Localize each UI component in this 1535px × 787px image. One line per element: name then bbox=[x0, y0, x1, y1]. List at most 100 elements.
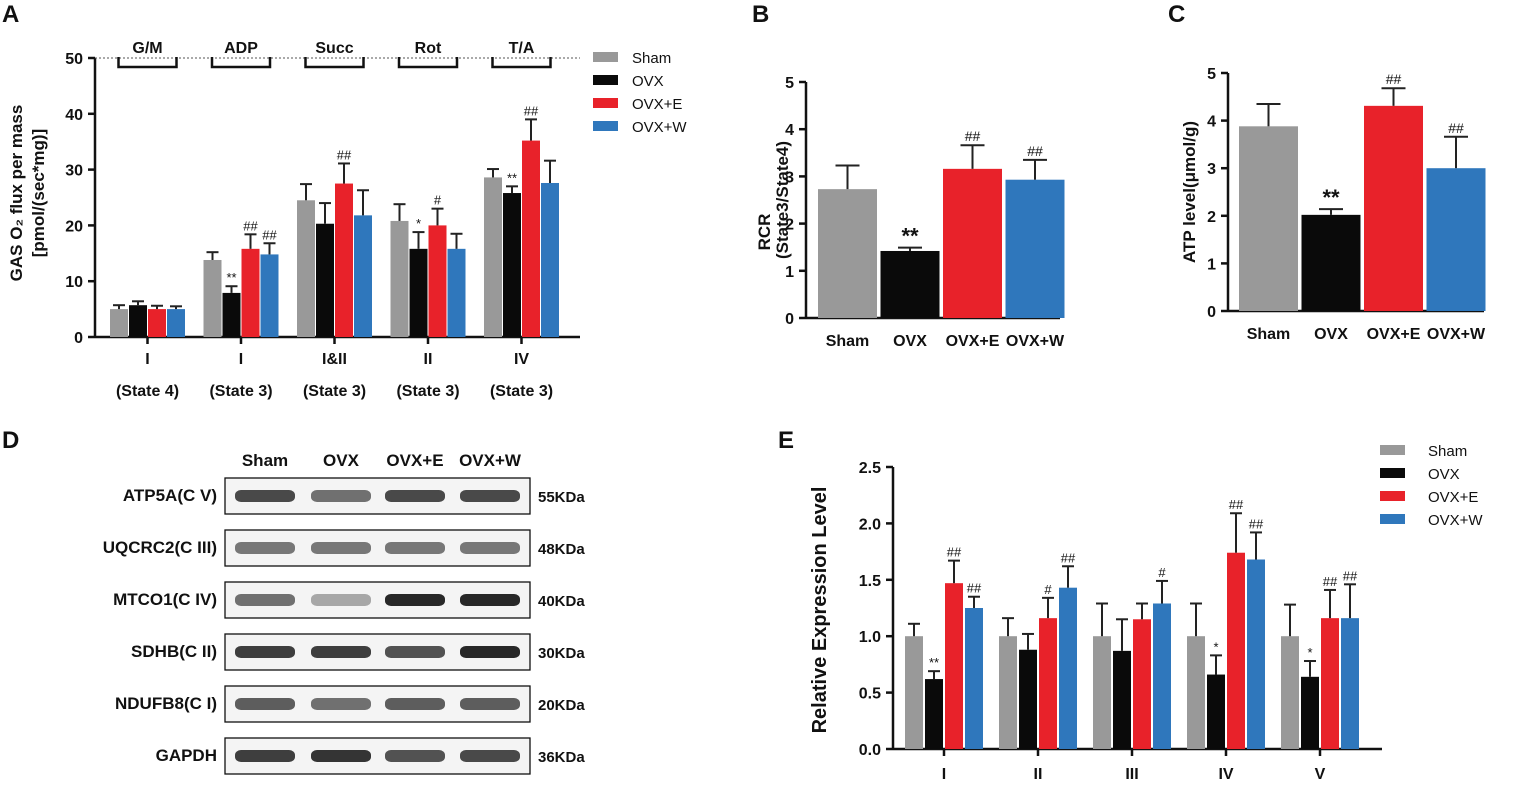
panel-e-y-tick-label: 0.0 bbox=[859, 742, 881, 759]
panel-a-protocol-bracket bbox=[210, 57, 272, 69]
panel-e-significance-label: ## bbox=[1061, 550, 1076, 565]
panel-a-bar bbox=[148, 309, 166, 337]
panel-e-x-tick-label: IV bbox=[1218, 766, 1233, 783]
panel-a-x-tick-label: I bbox=[145, 351, 149, 368]
panel-e-y-tick-label: 1.5 bbox=[859, 573, 881, 590]
panel-a-significance-label: ** bbox=[226, 270, 236, 285]
panel-letter-e: E bbox=[778, 427, 794, 454]
panel-a-protocol-label: Succ bbox=[315, 40, 353, 57]
panel-a-bar bbox=[297, 200, 315, 337]
panel-d-protein-band bbox=[311, 594, 371, 606]
panel-d-protein-band bbox=[460, 594, 520, 606]
panel-e-bar bbox=[1113, 650, 1131, 749]
panel-b-y-tick-label: 1 bbox=[785, 264, 794, 281]
panel-e-bar bbox=[1133, 619, 1151, 749]
panel-d-protein-band bbox=[311, 750, 371, 762]
panel-e-bar bbox=[1093, 636, 1111, 749]
panel-a-y-tick-label: 0 bbox=[74, 330, 83, 347]
panel-b-significance-label: ** bbox=[901, 224, 919, 249]
panel-d-protein-band bbox=[311, 698, 371, 710]
panel-a-bar bbox=[484, 177, 502, 337]
panel-b-y-tick-label: 3 bbox=[785, 169, 794, 186]
panel-a-oxygen-flux-chart: GAS O₂ flux per mass [pmol/(sec*mg)] 0 10… bbox=[7, 40, 687, 400]
panel-c-y-tick-label: 1 bbox=[1207, 256, 1216, 273]
panel-b-bar bbox=[880, 250, 940, 318]
panel-a-bar bbox=[390, 220, 409, 337]
panel-e-y-tick-label: 0.5 bbox=[859, 686, 881, 703]
panel-b-ylabel-unit: (State3/State4) bbox=[773, 141, 792, 259]
panel-e-x-tick-label: I bbox=[942, 766, 946, 783]
panel-a-significance-label: ## bbox=[262, 227, 277, 242]
panel-c-y-tick-label: 3 bbox=[1207, 161, 1216, 178]
panel-a-ylabel: GAS O₂ flux per mass bbox=[7, 105, 26, 282]
panel-d-protein-band bbox=[235, 750, 295, 762]
panel-letter-d: D bbox=[2, 427, 19, 454]
panel-b-significance-label: ## bbox=[1027, 143, 1043, 159]
panel-letter-b: B bbox=[752, 1, 769, 28]
panel-e-y-tick-label: 1.0 bbox=[859, 629, 881, 646]
panel-e-legend-label: OVX+W bbox=[1428, 512, 1483, 529]
panel-a-protocol-bracket bbox=[397, 57, 459, 69]
panel-e-y-tick-label: 2.5 bbox=[859, 460, 881, 477]
panel-e-expression-chart: Relative Expression Level 0.0 0.5 1.0 1.5 2.… bbox=[809, 443, 1483, 783]
panel-d-protein-band bbox=[385, 490, 445, 502]
panel-e-legend-swatch bbox=[1380, 445, 1405, 455]
panel-a-significance-label: * bbox=[416, 216, 421, 231]
panel-a-bar bbox=[316, 223, 334, 337]
panel-e-bar bbox=[965, 608, 983, 749]
panel-a-ylabel-unit: [pmol/(sec*mg)] bbox=[29, 129, 48, 257]
panel-a-x-tick-sublabel: (State 3) bbox=[396, 383, 459, 400]
panel-a-x-tick-sublabel: (State 4) bbox=[116, 383, 179, 400]
panel-c-bar bbox=[1426, 168, 1486, 311]
panel-a-y-tick-label: 20 bbox=[65, 218, 83, 235]
panel-d-protein-band bbox=[235, 594, 295, 606]
panel-e-bar bbox=[999, 636, 1017, 749]
panel-a-bar bbox=[167, 309, 185, 337]
panel-c-significance-label: ## bbox=[1448, 120, 1464, 136]
panel-d-protein-label: GAPDH bbox=[156, 746, 217, 765]
panel-c-significance-label: ** bbox=[1322, 185, 1340, 210]
panel-a-bar bbox=[522, 140, 540, 337]
panel-b-rcr-chart: RCR (State3/State4) 0 1 2 3 4 5 Sham OVX OVX+E OV… bbox=[755, 75, 1065, 350]
panel-a-bar bbox=[541, 182, 559, 337]
panel-e-significance-label: ## bbox=[967, 581, 982, 596]
panel-e-bar bbox=[1019, 649, 1037, 749]
panel-e-bar bbox=[1321, 618, 1339, 749]
panel-e-y-tick-label: 2.0 bbox=[859, 516, 881, 533]
panel-d-protein-label: NDUFB8(C I) bbox=[115, 694, 217, 713]
panel-c-bar bbox=[1364, 105, 1423, 312]
panel-b-bar bbox=[1005, 179, 1065, 318]
panel-e-significance-label: ## bbox=[947, 545, 962, 560]
panel-b-y-tick-label: 4 bbox=[785, 122, 794, 139]
panel-a-bar bbox=[110, 309, 128, 337]
panel-d-lane-label: OVX+E bbox=[386, 451, 443, 470]
panel-e-significance-label: * bbox=[1307, 645, 1312, 660]
panel-a-significance-label: ## bbox=[337, 147, 352, 162]
panel-c-x-tick-label: OVX bbox=[1314, 326, 1348, 343]
panel-e-legend-label: OVX bbox=[1428, 466, 1460, 483]
panel-letter-a: A bbox=[2, 1, 19, 28]
panel-a-legend-label: OVX+E bbox=[632, 96, 682, 113]
panel-b-x-tick-label: Sham bbox=[826, 333, 870, 350]
panel-c-x-tick-label: OVX+E bbox=[1367, 326, 1421, 343]
panel-a-legend-swatch bbox=[593, 98, 618, 108]
panel-e-bar bbox=[1039, 618, 1057, 749]
panel-a-bar bbox=[409, 248, 428, 337]
panel-d-lane-label: OVX bbox=[323, 451, 360, 470]
panel-e-significance-label: # bbox=[1158, 565, 1166, 580]
panel-a-bar bbox=[203, 259, 222, 337]
panel-d-protein-label: SDHB(C II) bbox=[131, 642, 217, 661]
panel-a-protocol-bracket bbox=[304, 57, 365, 69]
panel-d-protein-band bbox=[235, 542, 295, 554]
panel-e-legend-label: OVX+E bbox=[1428, 489, 1478, 506]
panel-c-y-tick-label: 5 bbox=[1207, 66, 1216, 83]
panel-e-significance-label: * bbox=[1213, 639, 1218, 654]
panel-a-x-tick-sublabel: (State 3) bbox=[490, 383, 553, 400]
panel-a-x-tick-label: II bbox=[424, 351, 433, 368]
panel-d-lane-label: Sham bbox=[242, 451, 288, 470]
panel-a-bar bbox=[260, 254, 279, 337]
panel-e-ylabel: Relative Expression Level bbox=[809, 487, 831, 734]
panel-e-bar bbox=[1187, 636, 1205, 749]
panel-d-protein-label: UQCRC2(C III) bbox=[103, 538, 217, 557]
